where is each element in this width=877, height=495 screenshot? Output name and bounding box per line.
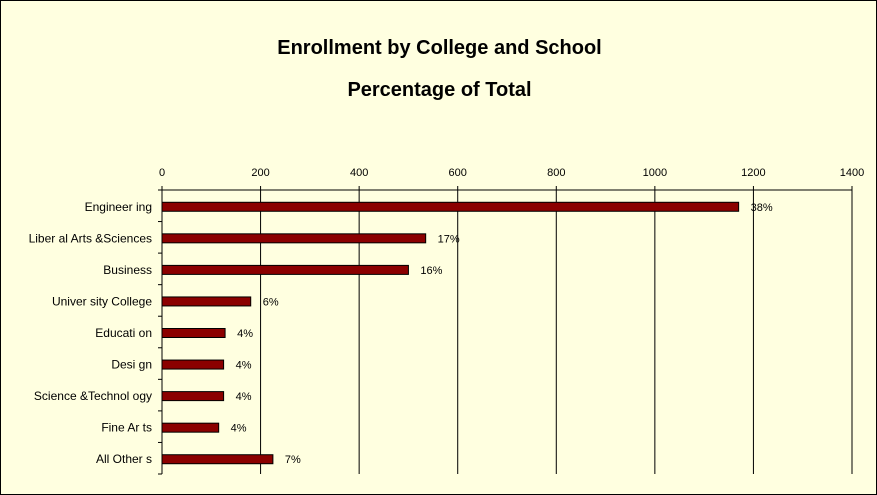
data-label: 6% (263, 296, 279, 308)
x-tick-label: 800 (547, 167, 565, 179)
data-label: 4% (231, 423, 247, 435)
category-label: Fine Ar ts (101, 421, 152, 435)
category-label: Univer sity College (52, 294, 152, 308)
bar (161, 328, 226, 338)
category-label: Educati on (95, 326, 152, 340)
data-label: 16% (420, 265, 442, 277)
category-label: Engineer ing (85, 200, 152, 214)
chart-subtitle: Percentage of Total (347, 79, 532, 101)
x-tick-label: 200 (251, 167, 269, 179)
x-tick-label: 400 (350, 167, 368, 179)
data-label: 4% (236, 391, 252, 403)
category-label: Business (103, 263, 152, 277)
x-tick-label: 1400 (840, 167, 864, 179)
bar (161, 359, 225, 370)
category-label: Science &Technol ogy (34, 389, 152, 403)
bar (161, 454, 274, 465)
bar (161, 422, 220, 433)
bar (161, 264, 409, 275)
data-label: 4% (237, 328, 253, 340)
bar (161, 391, 225, 402)
x-tick-label: 600 (449, 167, 467, 179)
data-label: 7% (285, 454, 301, 466)
category-label: All Other s (96, 452, 152, 466)
category-label: Liber al Arts &Sciences (29, 231, 152, 245)
x-tick-label: 1200 (741, 167, 765, 179)
data-label: 4% (236, 360, 252, 372)
category-label: Desi gn (111, 358, 152, 372)
x-tick-label: 1000 (643, 167, 667, 179)
data-label: 17% (438, 233, 460, 245)
bar (161, 233, 427, 244)
x-tick-label: 0 (159, 167, 165, 179)
chart-title: Enrollment by College and School (277, 37, 602, 59)
data-label: 38% (751, 202, 773, 214)
bar (161, 296, 252, 307)
bar (161, 201, 740, 212)
